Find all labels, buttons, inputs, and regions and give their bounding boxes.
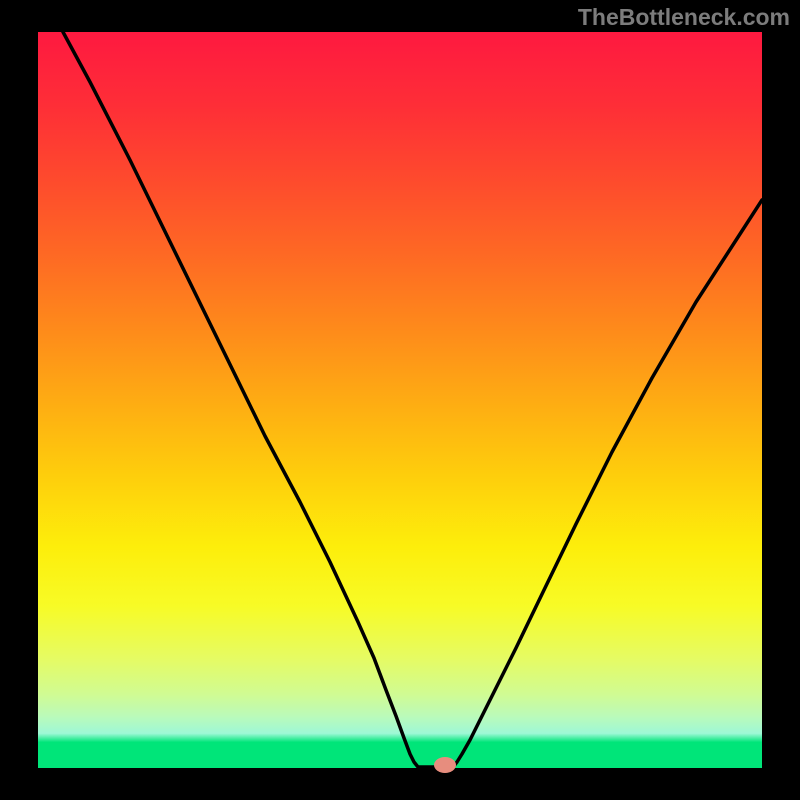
bottleneck-chart	[0, 0, 800, 800]
optimum-marker	[434, 757, 456, 773]
watermark-text: TheBottleneck.com	[578, 4, 790, 31]
gradient-plot-area	[38, 32, 762, 768]
chart-container: TheBottleneck.com	[0, 0, 800, 800]
